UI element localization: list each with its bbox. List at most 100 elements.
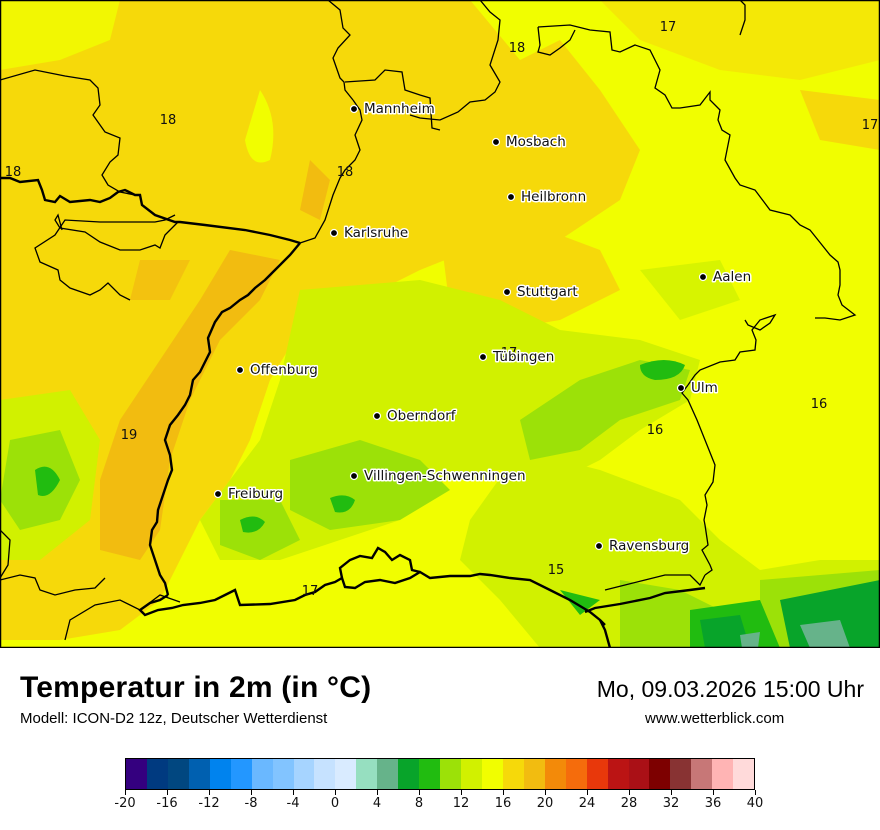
city-marker: Heilbronn bbox=[506, 188, 588, 207]
city-marker: Freiburg bbox=[213, 485, 285, 504]
city-label: Mosbach bbox=[506, 134, 566, 150]
city-marker: Tübingen bbox=[478, 348, 556, 367]
city-label: Heilbronn bbox=[521, 189, 586, 205]
colorbar-segment bbox=[272, 759, 294, 789]
city-dot-icon bbox=[349, 104, 359, 114]
forecast-datetime: Mo, 09.03.2026 15:00 Uhr bbox=[596, 676, 864, 702]
colorbar-segment bbox=[230, 759, 252, 789]
colorbar-segment bbox=[126, 759, 147, 789]
colorbar-tick-label: 8 bbox=[414, 796, 424, 811]
colorbar-tick bbox=[754, 790, 756, 795]
colorbar-tick bbox=[712, 790, 714, 795]
colorbar-tick-label: 16 bbox=[494, 796, 512, 811]
city-marker: Aalen bbox=[698, 268, 753, 287]
city-label: Offenburg bbox=[250, 362, 318, 378]
colorbar-tick-label: 12 bbox=[452, 796, 470, 811]
colorbar-tick-label: -16 bbox=[156, 796, 178, 811]
colorbar-segment bbox=[712, 759, 734, 789]
colorbar-segment bbox=[607, 759, 629, 789]
colorbar-tick bbox=[208, 790, 210, 795]
colorbar-segment bbox=[440, 759, 461, 789]
colorbar-tick-label: 40 bbox=[746, 796, 764, 811]
colorbar-segment bbox=[733, 759, 755, 789]
colorbar-tick-label: -8 bbox=[244, 796, 258, 811]
city-label: Oberndorf bbox=[387, 408, 457, 424]
colorbar-segment bbox=[314, 759, 336, 789]
colorbar-segment bbox=[146, 759, 168, 789]
colorbar-tick bbox=[250, 790, 252, 795]
colorbar-segment bbox=[565, 759, 587, 789]
city-label: Stuttgart bbox=[517, 284, 578, 300]
colorbar-tick-label: 28 bbox=[620, 796, 638, 811]
city-marker: Stuttgart bbox=[502, 283, 579, 302]
city-label: Tübingen bbox=[492, 349, 554, 365]
colorbar-segment bbox=[628, 759, 650, 789]
colorbar-segment bbox=[502, 759, 524, 789]
colorbar-segment bbox=[209, 759, 231, 789]
colorbar-tick bbox=[166, 790, 168, 795]
city-label: Aalen bbox=[713, 269, 751, 285]
isotherm-label: 17 bbox=[862, 118, 879, 133]
city-dot-icon bbox=[676, 383, 686, 393]
colorbar-tick bbox=[292, 790, 294, 795]
city-label: Karlsruhe bbox=[344, 225, 408, 241]
city-dot-icon bbox=[594, 541, 604, 551]
city-marker: Karlsruhe bbox=[329, 224, 410, 243]
model-subtitle: Modell: ICON-D2 12z, Deutscher Wetterdie… bbox=[20, 710, 328, 727]
colorbar-tick-label: -20 bbox=[114, 796, 136, 811]
colorbar-tick bbox=[124, 790, 126, 795]
colorbar-tick-label: 4 bbox=[372, 796, 382, 811]
temperature-map: 18 17 18 17 18 18 17 16 19 16 15 17 Mannheim Mosbach… bbox=[0, 0, 880, 648]
colorbar-segment bbox=[251, 759, 273, 789]
city-label: Freiburg bbox=[228, 486, 283, 502]
map-title: Temperatur in 2m (in °C) bbox=[20, 671, 372, 704]
city-dot-icon bbox=[491, 137, 501, 147]
colorbar-tick-label: 24 bbox=[578, 796, 596, 811]
colorbar-segment bbox=[586, 759, 608, 789]
city-marker: Ravensburg bbox=[594, 537, 691, 556]
isotherm-label: 18 bbox=[509, 41, 526, 56]
city-dot-icon bbox=[372, 411, 382, 421]
city-dot-icon bbox=[213, 489, 223, 499]
city-label: Ulm bbox=[691, 380, 718, 396]
colorbar-tick bbox=[544, 790, 546, 795]
colorbar-segment bbox=[188, 759, 210, 789]
colorbar-segment bbox=[544, 759, 566, 789]
colorbar-tick bbox=[418, 790, 420, 795]
city-dot-icon bbox=[478, 352, 488, 362]
isotherm-label: 19 bbox=[121, 428, 138, 443]
city-marker: Mannheim bbox=[349, 100, 436, 119]
isotherm-label: 18 bbox=[160, 113, 177, 128]
isotherm-labels: 18 17 18 17 18 18 17 16 19 16 15 17 bbox=[5, 20, 879, 599]
temperature-colorbar bbox=[125, 758, 755, 790]
city-dot-icon bbox=[329, 228, 339, 238]
colorbar-segment bbox=[377, 759, 399, 789]
city-label: Ravensburg bbox=[609, 538, 689, 554]
isotherm-label: 17 bbox=[501, 346, 518, 361]
isotherm-label: 16 bbox=[811, 397, 828, 412]
colorbar-tick bbox=[628, 790, 630, 795]
city-dot-icon bbox=[502, 287, 512, 297]
colorbar-segment bbox=[523, 759, 545, 789]
isotherm-label: 17 bbox=[660, 20, 677, 35]
colorbar-tick bbox=[586, 790, 588, 795]
city-marker: Ulm bbox=[676, 379, 719, 398]
website-link[interactable]: www.wetterblick.com bbox=[645, 710, 785, 727]
colorbar-tick-label: 32 bbox=[662, 796, 680, 811]
colorbar-tick-label: 20 bbox=[536, 796, 554, 811]
isotherm-label: 16 bbox=[647, 423, 664, 438]
isotherm-label: 18 bbox=[5, 165, 22, 180]
city-marker: Mosbach bbox=[491, 133, 567, 152]
colorbar-tick-label: 0 bbox=[330, 796, 340, 811]
city-dot-icon bbox=[506, 192, 516, 202]
colorbar-segment bbox=[670, 759, 692, 789]
city-dot-icon bbox=[698, 272, 708, 282]
isotherm-label: 17 bbox=[302, 584, 319, 599]
colorbar-segment bbox=[293, 759, 315, 789]
city-dot-icon bbox=[349, 471, 359, 481]
colorbar-tick bbox=[460, 790, 462, 795]
city-marker: Oberndorf bbox=[372, 407, 458, 426]
colorbar-segment bbox=[419, 759, 441, 789]
city-markers: Mannheim Mosbach Heilbronn Karlsruhe Aalen St… bbox=[213, 100, 753, 556]
map-canvas: 18 17 18 17 18 18 17 16 19 16 15 17 Mannheim Mosbach… bbox=[0, 0, 880, 648]
